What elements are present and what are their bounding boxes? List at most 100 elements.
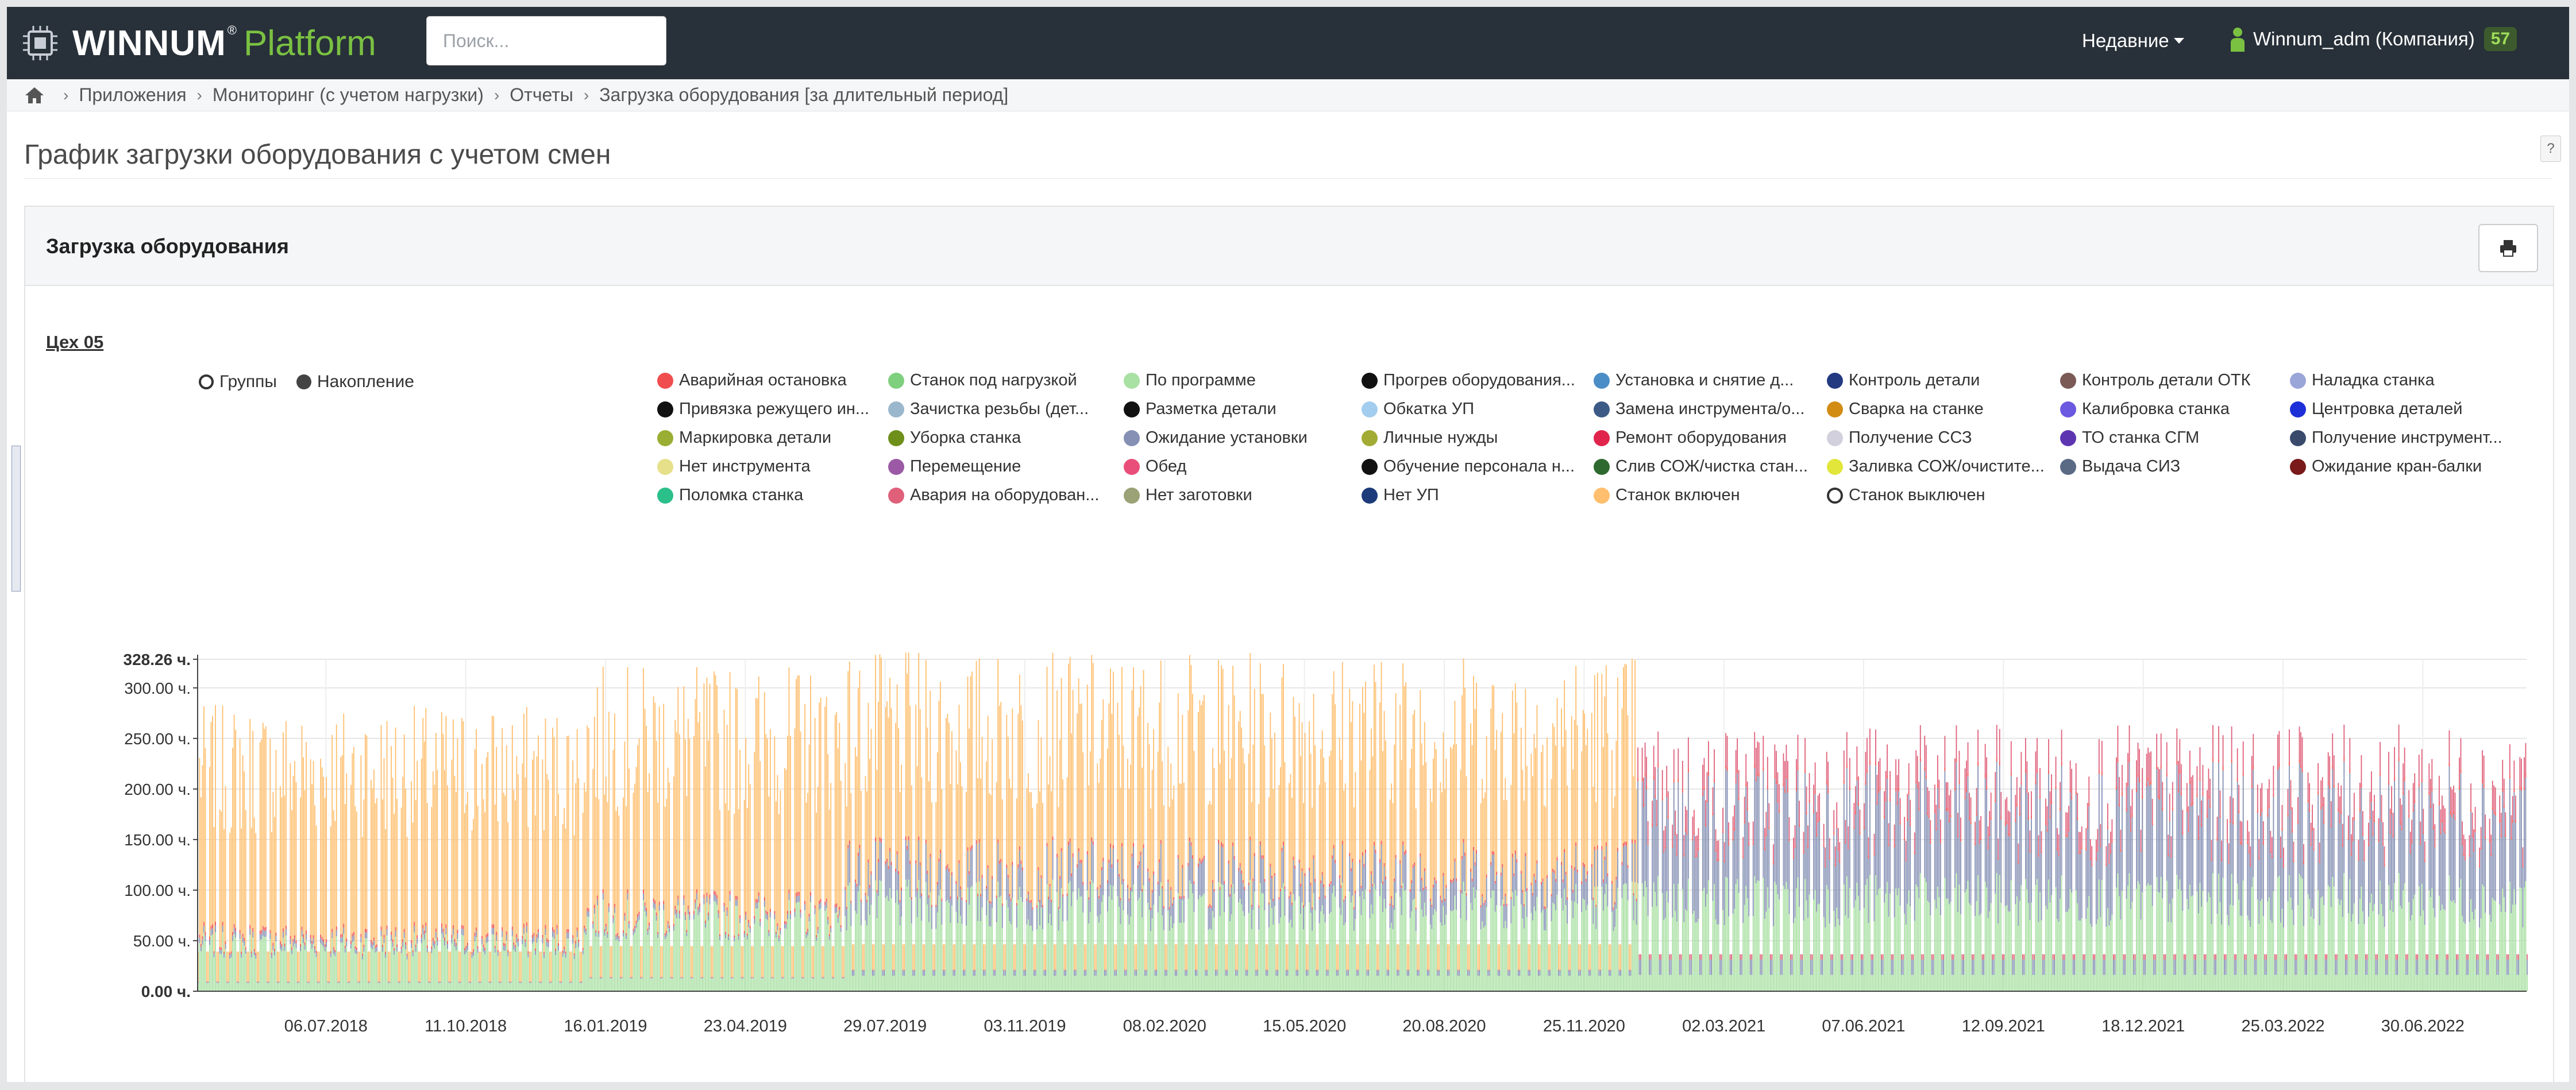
bar-segment bbox=[1312, 909, 1313, 931]
bar-segment bbox=[1905, 924, 1907, 991]
bar-segment bbox=[951, 905, 952, 991]
bar-segment bbox=[1190, 883, 1192, 991]
bar-segment bbox=[326, 947, 327, 991]
legend-item[interactable]: Станок под нагрузкой bbox=[888, 371, 1077, 390]
search-input[interactable] bbox=[426, 16, 666, 65]
legend-item[interactable]: Привязка режущего ин... bbox=[657, 400, 869, 419]
legend-item[interactable]: Калибровка станка bbox=[2060, 400, 2230, 419]
legend-item[interactable]: Заливка СОЖ/очистите... bbox=[1827, 457, 2045, 476]
bar-segment bbox=[421, 758, 422, 935]
legend-item[interactable]: Обкатка УП bbox=[1362, 400, 1474, 419]
legend-item[interactable]: Получение инструмент... bbox=[2290, 428, 2502, 447]
bar-segment bbox=[353, 935, 354, 941]
user-menu[interactable]: Winnum_adm (Компания) 57 bbox=[2229, 26, 2517, 52]
legend-item[interactable]: Ожидание кран-балки bbox=[2290, 457, 2482, 476]
bar-segment bbox=[1682, 889, 1683, 991]
legend-item[interactable]: Прогрев оборудования... bbox=[1362, 371, 1575, 390]
bar-segment bbox=[1224, 881, 1225, 884]
legend-item[interactable]: Ожидание установки bbox=[1124, 428, 1308, 447]
home-icon[interactable] bbox=[24, 86, 45, 105]
legend-item[interactable]: Авария на оборудован... bbox=[888, 486, 1100, 505]
logo[interactable]: WINNUM ® Platform bbox=[22, 22, 376, 64]
bar-segment bbox=[1376, 970, 1378, 976]
legend-item[interactable]: По программе bbox=[1124, 371, 1256, 390]
legend-item[interactable]: Установка и снятие д... bbox=[1594, 371, 1794, 390]
legend-item[interactable]: ТО станка СГМ bbox=[2060, 428, 2199, 447]
bar-segment bbox=[295, 943, 297, 948]
legend-item[interactable]: Получение ССЗ bbox=[1827, 428, 1972, 447]
bar-segment bbox=[539, 983, 541, 991]
bar-segment bbox=[1461, 695, 1463, 856]
bar-segment bbox=[1163, 908, 1164, 930]
bar-segment bbox=[816, 813, 817, 936]
bar-segment bbox=[1556, 894, 1558, 991]
bar-segment bbox=[1040, 907, 1042, 991]
breadcrumb-reports[interactable]: Отчеты bbox=[510, 84, 573, 105]
legend-item[interactable]: Зачистка резьбы (дет... bbox=[888, 400, 1089, 419]
bar-segment bbox=[828, 809, 830, 934]
bar-segment bbox=[1086, 685, 1088, 851]
bar-segment bbox=[1341, 662, 1343, 841]
bar-segment bbox=[411, 943, 412, 948]
legend-item[interactable]: Замена инструмента/о... bbox=[1594, 400, 1804, 419]
mode-groups[interactable]: Группы bbox=[199, 372, 277, 392]
legend-item[interactable]: Сварка на станке bbox=[1827, 400, 1984, 419]
legend-item[interactable]: Нет УП bbox=[1362, 486, 1439, 505]
legend-item[interactable]: Наладка станка bbox=[2290, 371, 2435, 390]
legend-item[interactable]: Станок включен bbox=[1594, 486, 1740, 505]
bar-segment bbox=[360, 942, 362, 991]
bar-segment bbox=[399, 982, 401, 983]
workshop-link[interactable]: Цех 05 bbox=[46, 332, 104, 352]
mode-accumulation[interactable]: Накопление bbox=[296, 372, 414, 392]
bar-segment bbox=[297, 951, 298, 982]
bar-segment bbox=[1894, 847, 1895, 918]
print-button[interactable] bbox=[2478, 224, 2538, 272]
help-button[interactable]: ? bbox=[2540, 136, 2561, 162]
legend-item[interactable]: Личные нужды bbox=[1362, 428, 1498, 447]
breadcrumb-applications[interactable]: Приложения bbox=[79, 84, 187, 105]
mode-groups-label: Группы bbox=[219, 372, 277, 391]
legend-item[interactable]: Разметка детали bbox=[1124, 400, 1277, 419]
bar-segment bbox=[1726, 736, 1728, 768]
legend-item[interactable]: Нет заготовки bbox=[1124, 486, 1252, 505]
legend-item[interactable]: Нет инструмента bbox=[657, 457, 811, 476]
bar-segment bbox=[292, 946, 294, 991]
legend-item[interactable]: Станок выключен bbox=[1827, 486, 1985, 505]
bar-segment bbox=[1124, 970, 1125, 976]
bar-segment bbox=[1604, 894, 1606, 991]
bar-segment bbox=[782, 946, 784, 977]
legend-item[interactable]: Маркировка детали bbox=[657, 428, 831, 447]
legend-item[interactable]: Контроль детали ОТК bbox=[2060, 371, 2251, 390]
legend-item[interactable]: Слив СОЖ/чистка стан... bbox=[1594, 457, 1808, 476]
recent-dropdown[interactable]: Недавние bbox=[2082, 30, 2184, 52]
legend-item[interactable]: Контроль детали bbox=[1827, 371, 1980, 390]
bar-segment bbox=[742, 977, 744, 979]
bar-segment bbox=[1254, 891, 1255, 991]
bar-segment bbox=[901, 887, 903, 891]
bar-segment bbox=[1368, 969, 1369, 971]
bar-segment bbox=[1137, 716, 1139, 865]
legend-item[interactable]: Ремонт оборудования bbox=[1594, 428, 1787, 447]
notification-badge[interactable]: 57 bbox=[2484, 27, 2517, 51]
legend-item[interactable]: Обед bbox=[1124, 457, 1186, 476]
bar-segment bbox=[862, 944, 863, 970]
bar-segment bbox=[1559, 969, 1561, 971]
legend-item[interactable]: Перемещение bbox=[888, 457, 1021, 476]
legend-item[interactable]: Поломка станка bbox=[657, 486, 803, 505]
breadcrumb-monitoring[interactable]: Мониторинг (с учетом нагрузки) bbox=[212, 84, 484, 105]
legend-item[interactable]: Выдача СИЗ bbox=[2060, 457, 2180, 476]
legend-item[interactable]: Обучение персонала н... bbox=[1362, 457, 1575, 476]
legend-item[interactable]: Уборка станка bbox=[888, 428, 1021, 447]
bar-segment bbox=[431, 807, 433, 946]
bar-segment bbox=[1166, 969, 1167, 971]
bar-segment bbox=[1493, 851, 1495, 855]
bar-segment bbox=[523, 927, 525, 934]
legend-item[interactable]: Центровка деталей bbox=[2290, 400, 2462, 419]
bar-segment bbox=[477, 948, 479, 953]
legend-item[interactable]: Аварийная остановка bbox=[657, 371, 847, 390]
bar-segment bbox=[1683, 854, 1685, 857]
legend-label: Центровка деталей bbox=[2312, 400, 2463, 418]
side-panel-handle[interactable] bbox=[11, 446, 21, 592]
bar-segment bbox=[1287, 969, 1289, 971]
bar-segment bbox=[517, 946, 519, 991]
